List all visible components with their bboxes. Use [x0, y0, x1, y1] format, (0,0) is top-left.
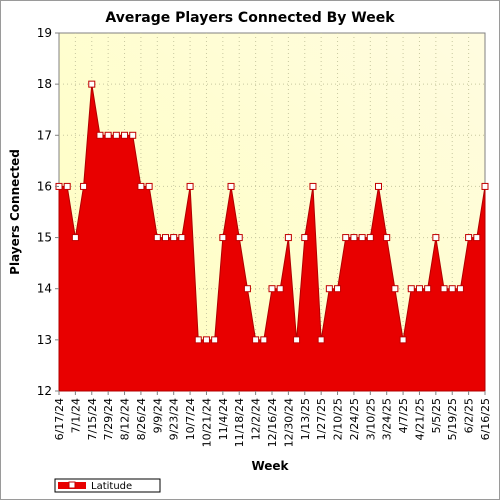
data-point — [63, 182, 71, 190]
data-point — [358, 234, 366, 242]
data-point — [448, 285, 456, 293]
data-point — [284, 234, 292, 242]
x-tick-label: 5/5/25 — [430, 398, 443, 433]
data-point — [178, 234, 186, 242]
data-point — [243, 285, 251, 293]
y-axis-title: Players Connected — [8, 149, 22, 275]
x-tick-label: 1/27/25 — [315, 398, 328, 440]
data-point — [145, 182, 153, 190]
x-tick-label: 3/10/25 — [364, 398, 377, 440]
x-tick-label: 7/29/24 — [102, 398, 115, 440]
data-point — [252, 336, 260, 344]
x-tick-label: 1/13/25 — [299, 398, 312, 440]
data-point — [375, 182, 382, 190]
chart-title: Average Players Connected By Week — [105, 10, 395, 26]
data-point — [71, 234, 79, 242]
data-point — [473, 234, 481, 242]
legend-marker — [68, 481, 76, 489]
data-point — [186, 182, 194, 190]
x-tick-label: 8/26/24 — [135, 398, 148, 440]
y-tick-label: 18 — [37, 77, 52, 91]
x-tick-label: 10/7/24 — [184, 398, 197, 440]
x-axis-title: Week — [251, 459, 289, 473]
data-point — [293, 336, 301, 344]
data-point — [104, 131, 112, 139]
legend: Latitude — [54, 478, 161, 493]
x-tick-label: 4/7/25 — [397, 398, 410, 433]
data-point — [301, 234, 309, 242]
data-point — [227, 182, 235, 190]
x-tick-label: 3/24/25 — [381, 398, 394, 440]
x-tick-label: 6/17/24 — [53, 398, 66, 440]
data-point — [129, 131, 137, 139]
data-point — [137, 182, 145, 190]
x-tick-label: 12/2/24 — [250, 398, 263, 440]
data-point — [96, 131, 104, 139]
x-tick-label: 10/21/24 — [200, 398, 213, 447]
x-tick-label: 2/24/25 — [348, 398, 361, 440]
data-point — [334, 285, 342, 293]
data-point — [465, 234, 473, 242]
data-point — [383, 234, 391, 242]
x-tick-label: 12/30/24 — [282, 398, 295, 447]
data-point — [268, 285, 276, 293]
x-tick-label: 12/16/24 — [266, 398, 279, 447]
data-point — [153, 234, 161, 242]
data-point — [481, 182, 489, 190]
x-axis: 6/17/24 7/1/24 7/15/24 7/29/24 8/12/24 8/26/2… — [53, 391, 492, 447]
x-tick-label: 9/23/24 — [168, 398, 181, 440]
data-point — [80, 182, 88, 190]
y-tick-label: 14 — [37, 282, 52, 296]
x-tick-label: 8/12/24 — [119, 398, 132, 440]
legend-label: Latitude — [91, 481, 132, 492]
data-point — [424, 285, 432, 293]
data-point — [211, 336, 219, 344]
data-point — [415, 285, 423, 293]
data-point — [121, 131, 129, 139]
x-tick-label: 11/4/24 — [217, 398, 230, 440]
x-tick-label: 7/1/24 — [69, 398, 82, 433]
data-point — [112, 131, 120, 139]
y-tick-label: 15 — [37, 231, 52, 245]
data-point — [391, 285, 399, 293]
data-point — [456, 285, 464, 293]
data-point — [432, 234, 440, 242]
data-point — [366, 234, 374, 242]
x-tick-label: 11/18/24 — [233, 398, 246, 447]
data-point — [235, 234, 243, 242]
data-point — [162, 234, 169, 242]
data-point — [219, 234, 227, 242]
data-point — [202, 336, 210, 344]
data-point — [88, 80, 96, 88]
data-point — [170, 234, 178, 242]
data-point — [342, 234, 350, 242]
data-point — [407, 285, 415, 293]
x-tick-label: 7/15/24 — [86, 398, 99, 440]
x-tick-label: 6/2/25 — [463, 398, 476, 433]
y-tick-label: 17 — [37, 128, 52, 142]
x-tick-label: 5/19/25 — [446, 398, 459, 440]
x-tick-label: 4/21/25 — [413, 398, 426, 440]
x-tick-label: 2/10/25 — [332, 398, 345, 440]
x-tick-label: 6/16/25 — [479, 398, 492, 440]
y-tick-label: 13 — [37, 333, 52, 347]
data-point — [276, 285, 284, 293]
data-point — [317, 336, 325, 344]
data-point — [260, 336, 268, 344]
y-axis: 12 13 14 15 16 17 18 19 — [37, 26, 59, 398]
y-tick-label: 12 — [37, 384, 52, 398]
data-point — [309, 182, 317, 190]
data-point — [399, 336, 407, 344]
data-point — [440, 285, 448, 293]
data-point — [350, 234, 358, 242]
data-point — [325, 285, 333, 293]
x-tick-label: 9/9/24 — [151, 398, 164, 433]
y-tick-label: 19 — [37, 26, 52, 40]
y-tick-label: 16 — [37, 179, 52, 193]
data-point — [194, 336, 202, 344]
